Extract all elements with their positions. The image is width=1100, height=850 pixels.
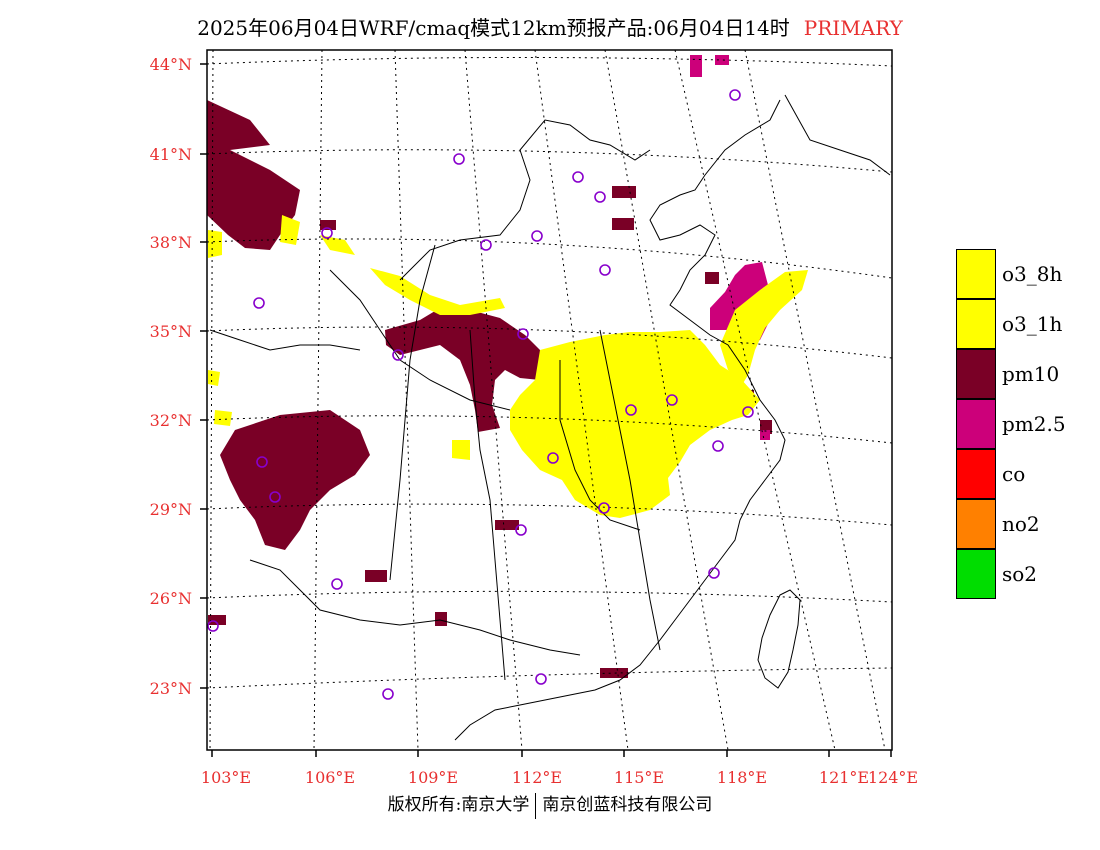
map-frame [200, 49, 893, 757]
legend-item-co: co [956, 449, 1066, 499]
legend-swatch [956, 549, 996, 599]
primary-tag: PRIMARY [803, 16, 903, 40]
legend-swatch [956, 349, 996, 399]
lon-label-118: 118°E [716, 768, 768, 787]
map-title: 2025年06月04日WRF/cmaq模式12km预报产品:06月04日14时 P… [0, 12, 1100, 41]
lat-label-41: 41°N [149, 145, 192, 164]
legend-swatch [956, 399, 996, 449]
lat-label-23: 23°N [149, 679, 192, 698]
legend-label: co [1002, 462, 1026, 486]
lon-label-109: 109°E [407, 768, 459, 787]
pollutant-legend: o3_8h o3_1h pm10 pm2.5 co no2 so2 [956, 249, 1066, 599]
lat-label-44: 44°N [149, 55, 192, 74]
legend-item-pm25: pm2.5 [956, 399, 1066, 449]
lat-label-35: 35°N [149, 322, 192, 341]
legend-label: so2 [1002, 562, 1038, 586]
legend-label: pm2.5 [1002, 412, 1066, 436]
legend-swatch [956, 499, 996, 549]
lat-label-32: 32°N [149, 411, 192, 430]
copyright-footer: 版权所有:南京大学 南京创蓝科技有限公司 [0, 790, 1100, 819]
footer-divider [535, 792, 537, 819]
ozone-areas [208, 215, 808, 518]
lon-label-112: 112°E [511, 768, 563, 787]
copyright-owner: 版权所有:南京大学 [387, 795, 530, 815]
graticule [206, 49, 893, 751]
copyright-company: 南京创蓝科技有限公司 [542, 795, 713, 815]
legend-swatch [956, 299, 996, 349]
lat-label-38: 38°N [149, 233, 192, 252]
legend-label: o3_1h [1002, 312, 1063, 336]
lon-label-121: 121°E [818, 768, 870, 787]
legend-item-pm10: pm10 [956, 349, 1066, 399]
legend-item-no2: no2 [956, 499, 1066, 549]
legend-swatch [956, 449, 996, 499]
station-markers [207, 89, 754, 700]
legend-item-o3-8h: o3_8h [956, 249, 1066, 299]
legend-label: o3_8h [1002, 262, 1063, 286]
pm10-areas [207, 100, 772, 678]
legend-label: pm10 [1002, 362, 1060, 386]
legend-swatch [956, 249, 996, 299]
legend-item-so2: so2 [956, 549, 1066, 599]
lon-label-124: 124°E [867, 768, 919, 787]
legend-label: no2 [1002, 512, 1040, 536]
lon-label-103: 103°E [200, 768, 252, 787]
lon-label-106: 106°E [304, 768, 356, 787]
legend-item-o3-1h: o3_1h [956, 299, 1066, 349]
lon-label-115: 115°E [613, 768, 665, 787]
boundaries [209, 94, 891, 741]
map-title-text: 2025年06月04日WRF/cmaq模式12km预报产品:06月04日14时 [197, 16, 790, 40]
lat-label-29: 29°N [149, 500, 192, 519]
lat-label-26: 26°N [149, 589, 192, 608]
